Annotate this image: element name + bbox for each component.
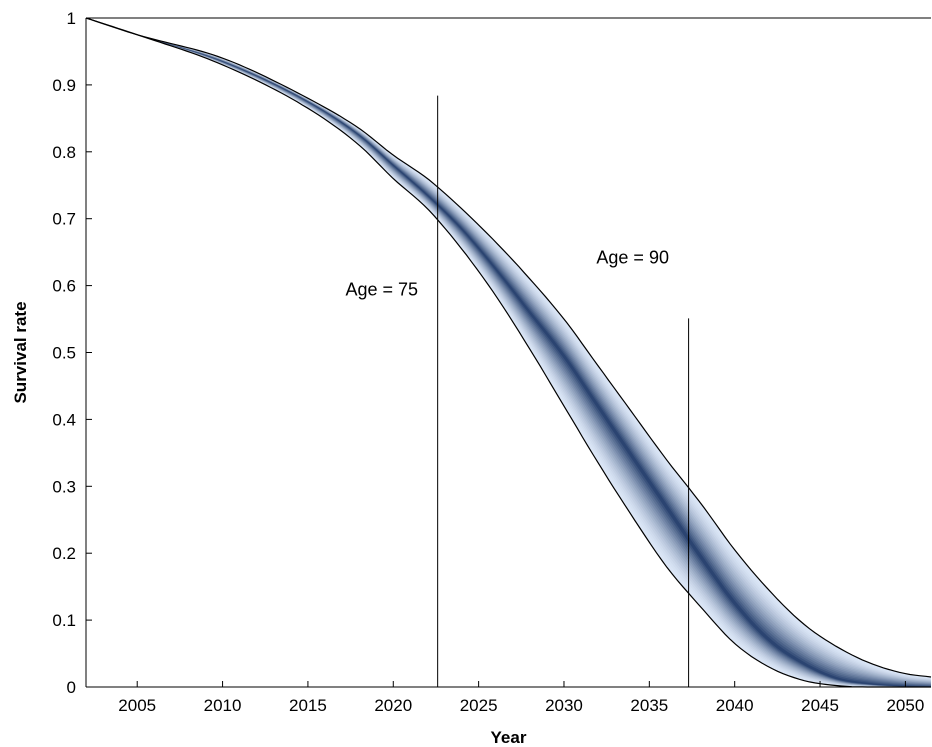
x-tick-label: 2020 (374, 696, 412, 715)
y-tick-label: 0.9 (52, 76, 76, 95)
x-tick-label: 2015 (289, 696, 327, 715)
fan-band (86, 18, 931, 687)
fan-band-level-14 (86, 18, 931, 687)
fan-band-level-3 (86, 18, 931, 687)
fan-band-level-2 (86, 18, 931, 687)
age-annotations: Age = 75 Age = 90 (345, 95, 690, 687)
fan-band-level-6 (86, 18, 931, 687)
fan-band-level-1 (86, 18, 931, 687)
y-tick-label: 0.7 (52, 210, 76, 229)
y-tick-label: 0.2 (52, 544, 76, 563)
x-ticks: 2005 2010 2015 2020 2025 2030 2035 2040 2045 2050 (118, 681, 924, 715)
upper-bound-line (85, 17, 932, 678)
age-marker-label-2: Age = 90 (596, 248, 669, 268)
x-tick-label: 2010 (204, 696, 242, 715)
y-axis-title: Survival rate (11, 301, 30, 403)
lower-bound-line (85, 17, 931, 688)
fan-band-level-4 (86, 18, 931, 687)
fan-band-level-12 (86, 18, 931, 687)
y-tick-label: 0.1 (52, 611, 76, 630)
fan-band-level-10 (86, 18, 931, 687)
x-tick-label: 2050 (886, 696, 924, 715)
y-ticks: 0 0.1 0.2 0.3 0.4 0.5 0.6 0.7 0.8 0.9 1 (52, 9, 92, 697)
fan-band-level-13 (86, 18, 931, 687)
fan-band-level-16 (86, 18, 931, 687)
y-tick-label: 0.8 (52, 143, 76, 162)
y-tick-label: 0 (67, 678, 76, 697)
fan-band-level-5 (86, 18, 931, 687)
x-tick-label: 2030 (545, 696, 583, 715)
age-marker-label-1: Age = 75 (345, 280, 418, 300)
x-tick-label: 2035 (630, 696, 668, 715)
bound-lines (85, 17, 932, 688)
fan-band-level-17 (86, 18, 931, 687)
fan-band-level-7 (86, 18, 931, 687)
fan-band-level-9 (86, 18, 931, 687)
axes (85, 17, 931, 688)
x-tick-label: 2045 (801, 696, 839, 715)
fan-band-level-8 (86, 18, 931, 687)
fan-band-level-15 (86, 18, 931, 687)
y-tick-label: 0.3 (52, 477, 76, 496)
fan-band-level-11 (86, 18, 931, 687)
y-tick-label: 1 (67, 9, 76, 28)
y-tick-label: 0.4 (52, 410, 76, 429)
fan-band-level-18 (86, 18, 931, 687)
y-tick-label: 0.6 (52, 277, 76, 296)
x-tick-label: 2005 (118, 696, 156, 715)
x-axis-title: Year (491, 728, 527, 747)
x-tick-label: 2025 (460, 696, 498, 715)
x-tick-label: 2040 (716, 696, 754, 715)
y-tick-label: 0.5 (52, 344, 76, 363)
